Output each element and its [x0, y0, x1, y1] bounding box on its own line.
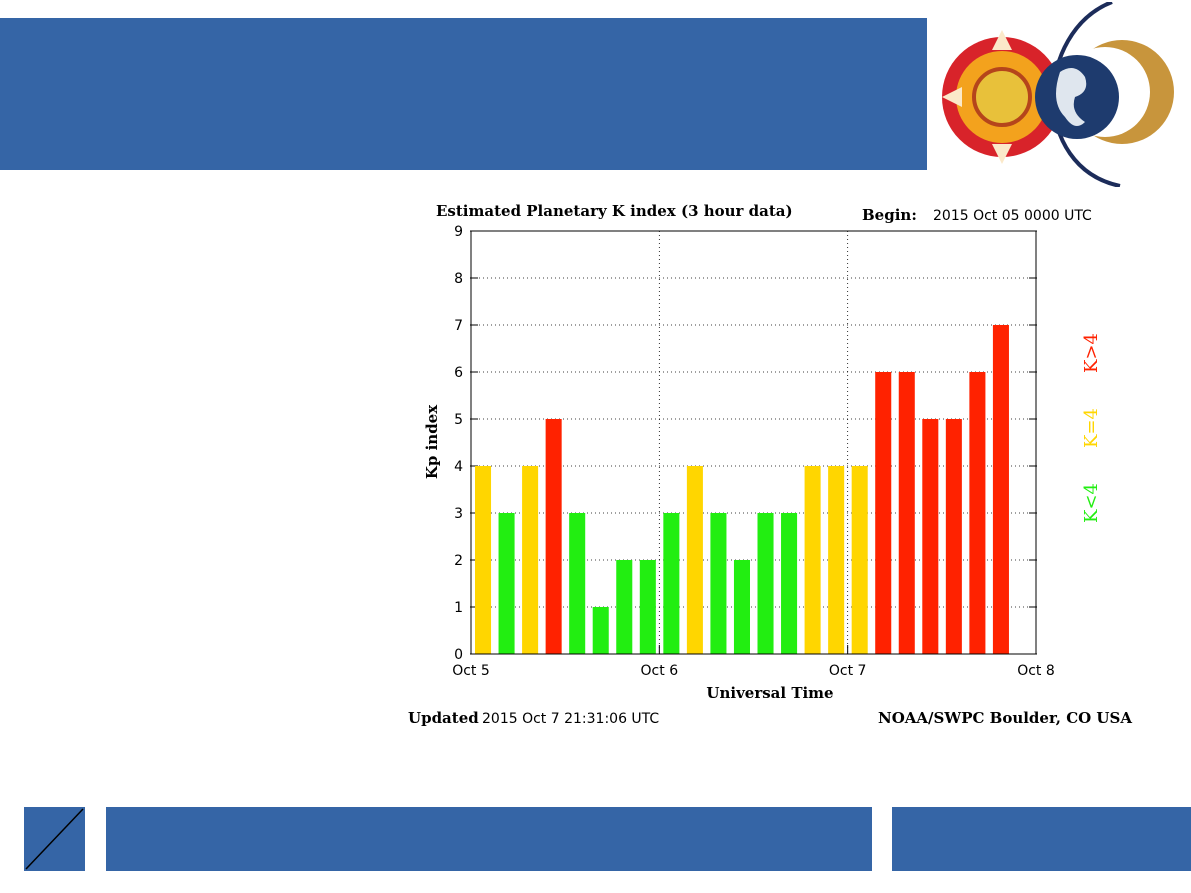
- y-tick-label: 2: [454, 553, 463, 569]
- logo-sun-face: [972, 67, 1032, 127]
- kp-bar: [992, 325, 1009, 654]
- x-tick-label: Oct 7: [829, 663, 867, 679]
- footer-slide-number-box: [24, 807, 85, 871]
- kp-bar: [733, 560, 750, 654]
- x-tick-label: Oct 5: [452, 663, 490, 679]
- legend-entry: K=4: [1081, 408, 1102, 448]
- kp-bar: [592, 607, 609, 654]
- kp-bar: [781, 513, 798, 654]
- credit-text: NOAA/SWPC Boulder, CO USA: [878, 709, 1132, 727]
- kp-bar: [545, 419, 562, 654]
- kp-bar: [757, 513, 774, 654]
- logo-sun-ray-bottom: [992, 144, 1012, 164]
- updated-value: 2015 Oct 7 21:31:06 UTC: [482, 711, 659, 727]
- kp-bar: [922, 419, 939, 654]
- kp-index-chart: 0 1 2 3 4 5 6 7 8 9 Oct 5 Oct 6 Oct 7 Oct 8 Estimated …: [408, 202, 1132, 727]
- kp-bar: [663, 513, 680, 654]
- kp-bar: [498, 513, 515, 654]
- x-tick-label: Oct 6: [641, 663, 679, 679]
- plot-area: [470, 230, 1037, 655]
- kp-bar: [851, 466, 868, 654]
- kp-bar: [639, 560, 656, 654]
- header-banner: [0, 18, 927, 170]
- logo-earth: [1035, 55, 1119, 139]
- kp-bar: [804, 466, 821, 654]
- y-tick-label: 0: [454, 647, 463, 663]
- kp-bar: [828, 466, 845, 654]
- kp-bar: [686, 466, 703, 654]
- chart-title: Estimated Planetary K index (3 hour data…: [436, 202, 793, 220]
- y-tick-label: 1: [454, 600, 463, 616]
- begin-value: 2015 Oct 05 0000 UTC: [933, 208, 1092, 224]
- logo-sun-ray-left: [942, 87, 962, 107]
- x-axis-label: Universal Time: [706, 684, 833, 702]
- kp-bar: [945, 419, 962, 654]
- kp-bar: [569, 513, 586, 654]
- kp-bar: [475, 466, 492, 654]
- kp-bar: [710, 513, 727, 654]
- y-tick-label: 3: [454, 506, 463, 522]
- kp-bar: [875, 372, 892, 654]
- y-tick-label: 4: [454, 459, 463, 475]
- begin-label: Begin:: [862, 206, 917, 224]
- updated-label: Updated: [408, 709, 479, 727]
- y-tick-label: 6: [454, 365, 463, 381]
- kp-bar: [898, 372, 915, 654]
- slash-icon: [25, 808, 84, 870]
- logo-earth-land: [1056, 68, 1087, 126]
- legend-entry: K>4: [1081, 333, 1102, 373]
- footer-right-block: [892, 807, 1191, 871]
- y-tick-label: 5: [454, 412, 463, 428]
- y-axis-label: Kp index: [423, 404, 441, 479]
- kp-bar: [969, 372, 986, 654]
- x-tick-label: Oct 8: [1017, 663, 1055, 679]
- kp-bar: [616, 560, 633, 654]
- y-tick-label: 9: [454, 224, 463, 240]
- y-tick-label: 7: [454, 318, 463, 334]
- legend-entry: K<4: [1081, 483, 1102, 523]
- footer-bar: [106, 807, 872, 871]
- plot-frame: [470, 230, 1037, 655]
- swpc-logo: [942, 2, 1174, 187]
- y-tick-label: 8: [454, 271, 463, 287]
- kp-bar: [522, 466, 539, 654]
- logo-sun-ray-top: [992, 30, 1012, 50]
